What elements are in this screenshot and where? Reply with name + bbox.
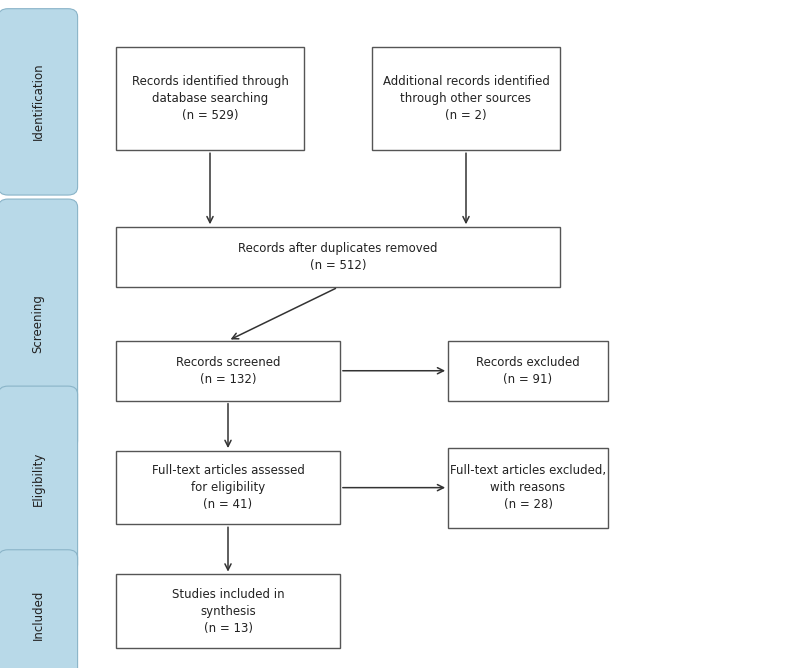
FancyBboxPatch shape <box>0 199 78 449</box>
FancyBboxPatch shape <box>372 47 560 150</box>
Text: Records screened
(n = 132): Records screened (n = 132) <box>176 356 280 385</box>
FancyBboxPatch shape <box>448 341 608 401</box>
Text: Included: Included <box>31 589 45 640</box>
Text: Screening: Screening <box>31 295 45 353</box>
Text: Full-text articles assessed
for eligibility
(n = 41): Full-text articles assessed for eligibil… <box>151 464 305 511</box>
FancyBboxPatch shape <box>116 574 340 648</box>
Text: Additional records identified
through other sources
(n = 2): Additional records identified through ot… <box>382 75 550 122</box>
FancyBboxPatch shape <box>116 451 340 524</box>
FancyBboxPatch shape <box>0 9 78 195</box>
FancyBboxPatch shape <box>116 341 340 401</box>
FancyBboxPatch shape <box>0 550 78 668</box>
FancyBboxPatch shape <box>448 448 608 528</box>
Text: Studies included in
synthesis
(n = 13): Studies included in synthesis (n = 13) <box>172 588 284 635</box>
FancyBboxPatch shape <box>116 47 304 150</box>
Text: Eligibility: Eligibility <box>31 452 45 506</box>
FancyBboxPatch shape <box>116 227 560 287</box>
Text: Identification: Identification <box>31 63 45 140</box>
Text: Full-text articles excluded,
with reasons
(n = 28): Full-text articles excluded, with reason… <box>450 464 606 511</box>
FancyBboxPatch shape <box>0 386 78 572</box>
Text: Records excluded
(n = 91): Records excluded (n = 91) <box>476 356 580 385</box>
Text: Records identified through
database searching
(n = 529): Records identified through database sear… <box>131 75 289 122</box>
Text: Records after duplicates removed
(n = 512): Records after duplicates removed (n = 51… <box>238 242 438 272</box>
